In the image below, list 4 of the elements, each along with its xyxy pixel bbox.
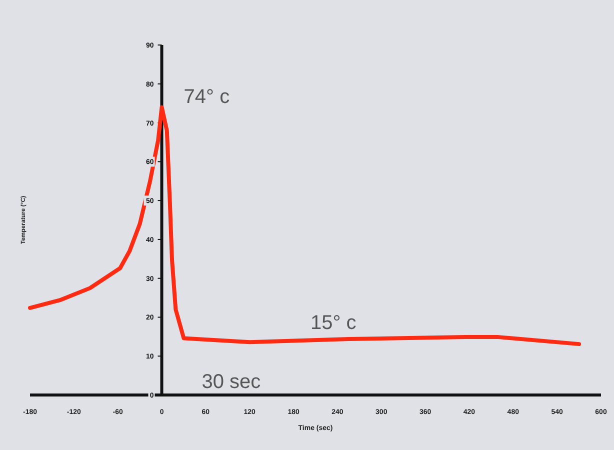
line-series: [28, 105, 582, 346]
annotation: 74° c: [184, 86, 230, 108]
annotation: 15° c: [310, 312, 356, 334]
annotation: 30 sec: [202, 371, 261, 394]
